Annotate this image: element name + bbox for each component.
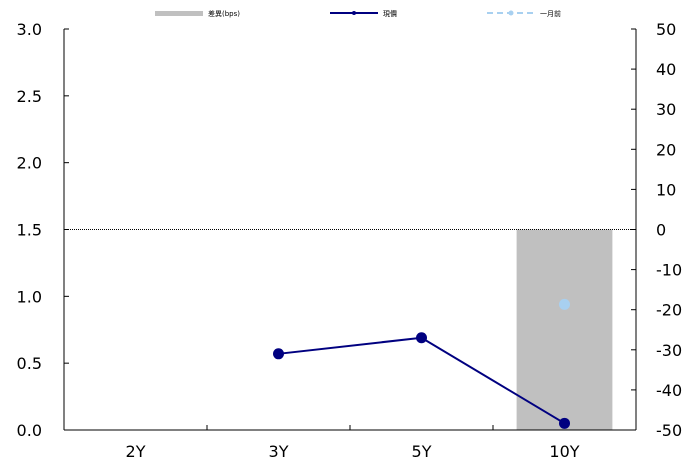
point-一月前-10Y xyxy=(559,298,570,310)
bar-10Y xyxy=(516,229,613,430)
point-現價-3Y xyxy=(273,348,284,360)
legend-item-diff: 差異(bps) xyxy=(155,9,240,18)
left-tick-label: 1.5 xyxy=(17,221,42,240)
legend: 差異(bps) 現價 一月前 xyxy=(155,9,561,18)
right-tick-label: -20 xyxy=(656,301,682,320)
right-tick-label: 30 xyxy=(656,100,676,119)
right-tick-label: 40 xyxy=(656,60,676,79)
x-tick-label: 3Y xyxy=(269,442,289,461)
legend-swatch-diff xyxy=(155,11,203,16)
left-tick-label: 1.0 xyxy=(17,287,42,306)
legend-item-month-ago: 一月前 xyxy=(487,9,561,18)
right-tick-label: 0 xyxy=(656,221,666,240)
right-tick-label: -40 xyxy=(656,381,682,400)
left-tick-label: 3.0 xyxy=(17,20,42,39)
left-tick-label: 2.0 xyxy=(17,154,42,173)
x-tick-label: 5Y xyxy=(412,442,432,461)
label-layer: 0.0 0.5 1.0 1.5 2.0 2.5 3.0 -50 -40 -30 -20 -10 0 10 2… xyxy=(17,20,683,461)
right-tick-label: -30 xyxy=(656,341,682,360)
left-tick-label: 0.5 xyxy=(17,354,42,373)
point-layer xyxy=(273,298,570,429)
axes-layer xyxy=(63,28,637,431)
right-tick-label: -10 xyxy=(656,261,682,280)
right-tick-label: -50 xyxy=(656,421,682,440)
right-tick-label: 10 xyxy=(656,180,676,199)
right-tick-label: 20 xyxy=(656,140,676,159)
legend-marker-current xyxy=(352,11,356,15)
point-現價-5Y xyxy=(416,332,427,344)
legend-label-diff: 差異(bps) xyxy=(208,9,240,18)
legend-label-month-ago: 一月前 xyxy=(540,9,561,18)
x-tick-label: 2Y xyxy=(126,442,146,461)
legend-item-current: 現價 xyxy=(330,9,397,18)
right-tick-label: 50 xyxy=(656,20,676,39)
legend-marker-month-ago xyxy=(508,10,514,16)
legend-label-current: 現價 xyxy=(383,9,397,18)
left-tick-label: 0.0 xyxy=(17,421,42,440)
point-現價-10Y xyxy=(559,417,570,429)
x-tick-label: 10Y xyxy=(549,442,579,461)
left-tick-label: 2.5 xyxy=(17,87,42,106)
bar-layer xyxy=(516,229,613,430)
